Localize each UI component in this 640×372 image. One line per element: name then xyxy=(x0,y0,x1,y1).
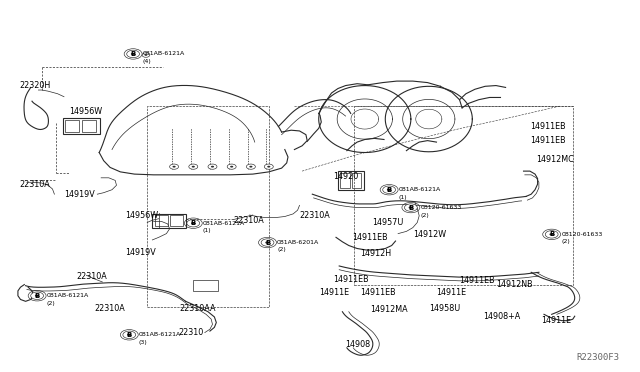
Bar xyxy=(340,173,350,188)
Bar xyxy=(155,215,168,226)
Bar xyxy=(65,120,79,132)
Text: 14911EB: 14911EB xyxy=(530,136,566,145)
Text: 22320H: 22320H xyxy=(19,81,51,90)
Circle shape xyxy=(211,166,214,167)
Text: 22310: 22310 xyxy=(178,328,203,337)
Circle shape xyxy=(173,166,175,167)
Circle shape xyxy=(409,206,413,209)
Circle shape xyxy=(127,333,132,336)
Text: 14912H: 14912H xyxy=(360,249,391,258)
Circle shape xyxy=(191,222,196,224)
Bar xyxy=(147,106,269,307)
Text: B: B xyxy=(265,240,270,246)
Text: 14912W: 14912W xyxy=(413,230,446,239)
Circle shape xyxy=(127,50,140,58)
Bar xyxy=(63,118,100,134)
Circle shape xyxy=(142,53,150,57)
Circle shape xyxy=(187,219,200,227)
Text: B: B xyxy=(131,51,136,57)
Text: 14911E: 14911E xyxy=(541,316,571,325)
Circle shape xyxy=(131,52,136,55)
Circle shape xyxy=(189,164,198,169)
Circle shape xyxy=(208,164,217,169)
Text: 14911E: 14911E xyxy=(319,288,349,296)
Circle shape xyxy=(31,292,44,299)
Text: 14911EB: 14911EB xyxy=(360,288,396,296)
Circle shape xyxy=(145,54,147,56)
Circle shape xyxy=(170,164,179,169)
Text: B: B xyxy=(408,205,413,211)
Text: B: B xyxy=(549,231,554,237)
Circle shape xyxy=(250,166,252,167)
Text: 14911EB: 14911EB xyxy=(530,122,566,131)
Text: (2): (2) xyxy=(561,239,570,244)
Bar xyxy=(193,280,218,291)
Text: (2): (2) xyxy=(277,247,286,253)
Circle shape xyxy=(246,164,255,169)
Circle shape xyxy=(265,241,270,244)
Circle shape xyxy=(404,204,417,211)
Text: 22310AA: 22310AA xyxy=(179,304,216,313)
Text: 081AB-6121A: 081AB-6121A xyxy=(139,332,181,337)
Bar xyxy=(82,120,96,132)
Text: B: B xyxy=(387,187,392,193)
Text: (2): (2) xyxy=(420,212,429,218)
Circle shape xyxy=(387,188,392,191)
Text: 08120-61633: 08120-61633 xyxy=(561,232,603,237)
Text: 081AB-6121A: 081AB-6121A xyxy=(143,51,185,57)
Circle shape xyxy=(545,231,558,238)
Text: 14912MA: 14912MA xyxy=(370,305,408,314)
Text: (4): (4) xyxy=(143,59,152,64)
Text: 14911EB: 14911EB xyxy=(352,233,388,242)
Circle shape xyxy=(261,239,274,246)
Text: R22300F3: R22300F3 xyxy=(577,353,620,362)
Text: 081AB-6121A: 081AB-6121A xyxy=(203,221,245,226)
Text: 14919V: 14919V xyxy=(125,248,156,257)
Bar xyxy=(338,171,364,190)
Text: 081AB-6201A: 081AB-6201A xyxy=(277,240,319,245)
Text: 14957U: 14957U xyxy=(372,218,404,227)
Circle shape xyxy=(383,186,396,193)
Text: 14912NB: 14912NB xyxy=(496,280,532,289)
Text: (3): (3) xyxy=(139,340,148,345)
Bar xyxy=(170,215,183,226)
Text: 14919V: 14919V xyxy=(64,190,95,199)
Text: 22310A: 22310A xyxy=(300,211,330,219)
Text: 14908+A: 14908+A xyxy=(483,312,520,321)
Text: 14911E: 14911E xyxy=(436,288,467,296)
Text: 081AB-6121A: 081AB-6121A xyxy=(399,187,441,192)
Text: B: B xyxy=(127,332,132,338)
Text: (2): (2) xyxy=(47,301,56,306)
Circle shape xyxy=(264,164,273,169)
Circle shape xyxy=(192,166,195,167)
Text: 08120-61633: 08120-61633 xyxy=(420,205,462,210)
Circle shape xyxy=(549,233,554,236)
Text: 14911EB: 14911EB xyxy=(460,276,495,285)
Circle shape xyxy=(35,295,40,297)
Text: 14956W: 14956W xyxy=(69,107,102,116)
Circle shape xyxy=(123,331,136,339)
Bar xyxy=(352,173,361,188)
Text: 22310A: 22310A xyxy=(95,304,125,312)
Circle shape xyxy=(230,166,233,167)
Bar xyxy=(152,214,186,228)
Text: 14920: 14920 xyxy=(333,172,358,181)
Text: 14908: 14908 xyxy=(346,340,371,349)
Text: B: B xyxy=(191,220,196,226)
Text: 22310A: 22310A xyxy=(77,272,108,280)
Text: 22310A: 22310A xyxy=(19,180,50,189)
Bar xyxy=(354,106,573,285)
Circle shape xyxy=(268,166,270,167)
Circle shape xyxy=(227,164,236,169)
Text: 14911EB: 14911EB xyxy=(333,275,369,284)
Text: 14958U: 14958U xyxy=(429,304,460,313)
Text: 14956W: 14956W xyxy=(125,211,158,220)
Text: 14912MC: 14912MC xyxy=(536,155,574,164)
Text: 22310A: 22310A xyxy=(234,216,264,225)
Text: B: B xyxy=(35,293,40,299)
Text: (1): (1) xyxy=(399,195,407,200)
Text: (1): (1) xyxy=(203,228,211,233)
Text: 081AB-6121A: 081AB-6121A xyxy=(47,293,89,298)
